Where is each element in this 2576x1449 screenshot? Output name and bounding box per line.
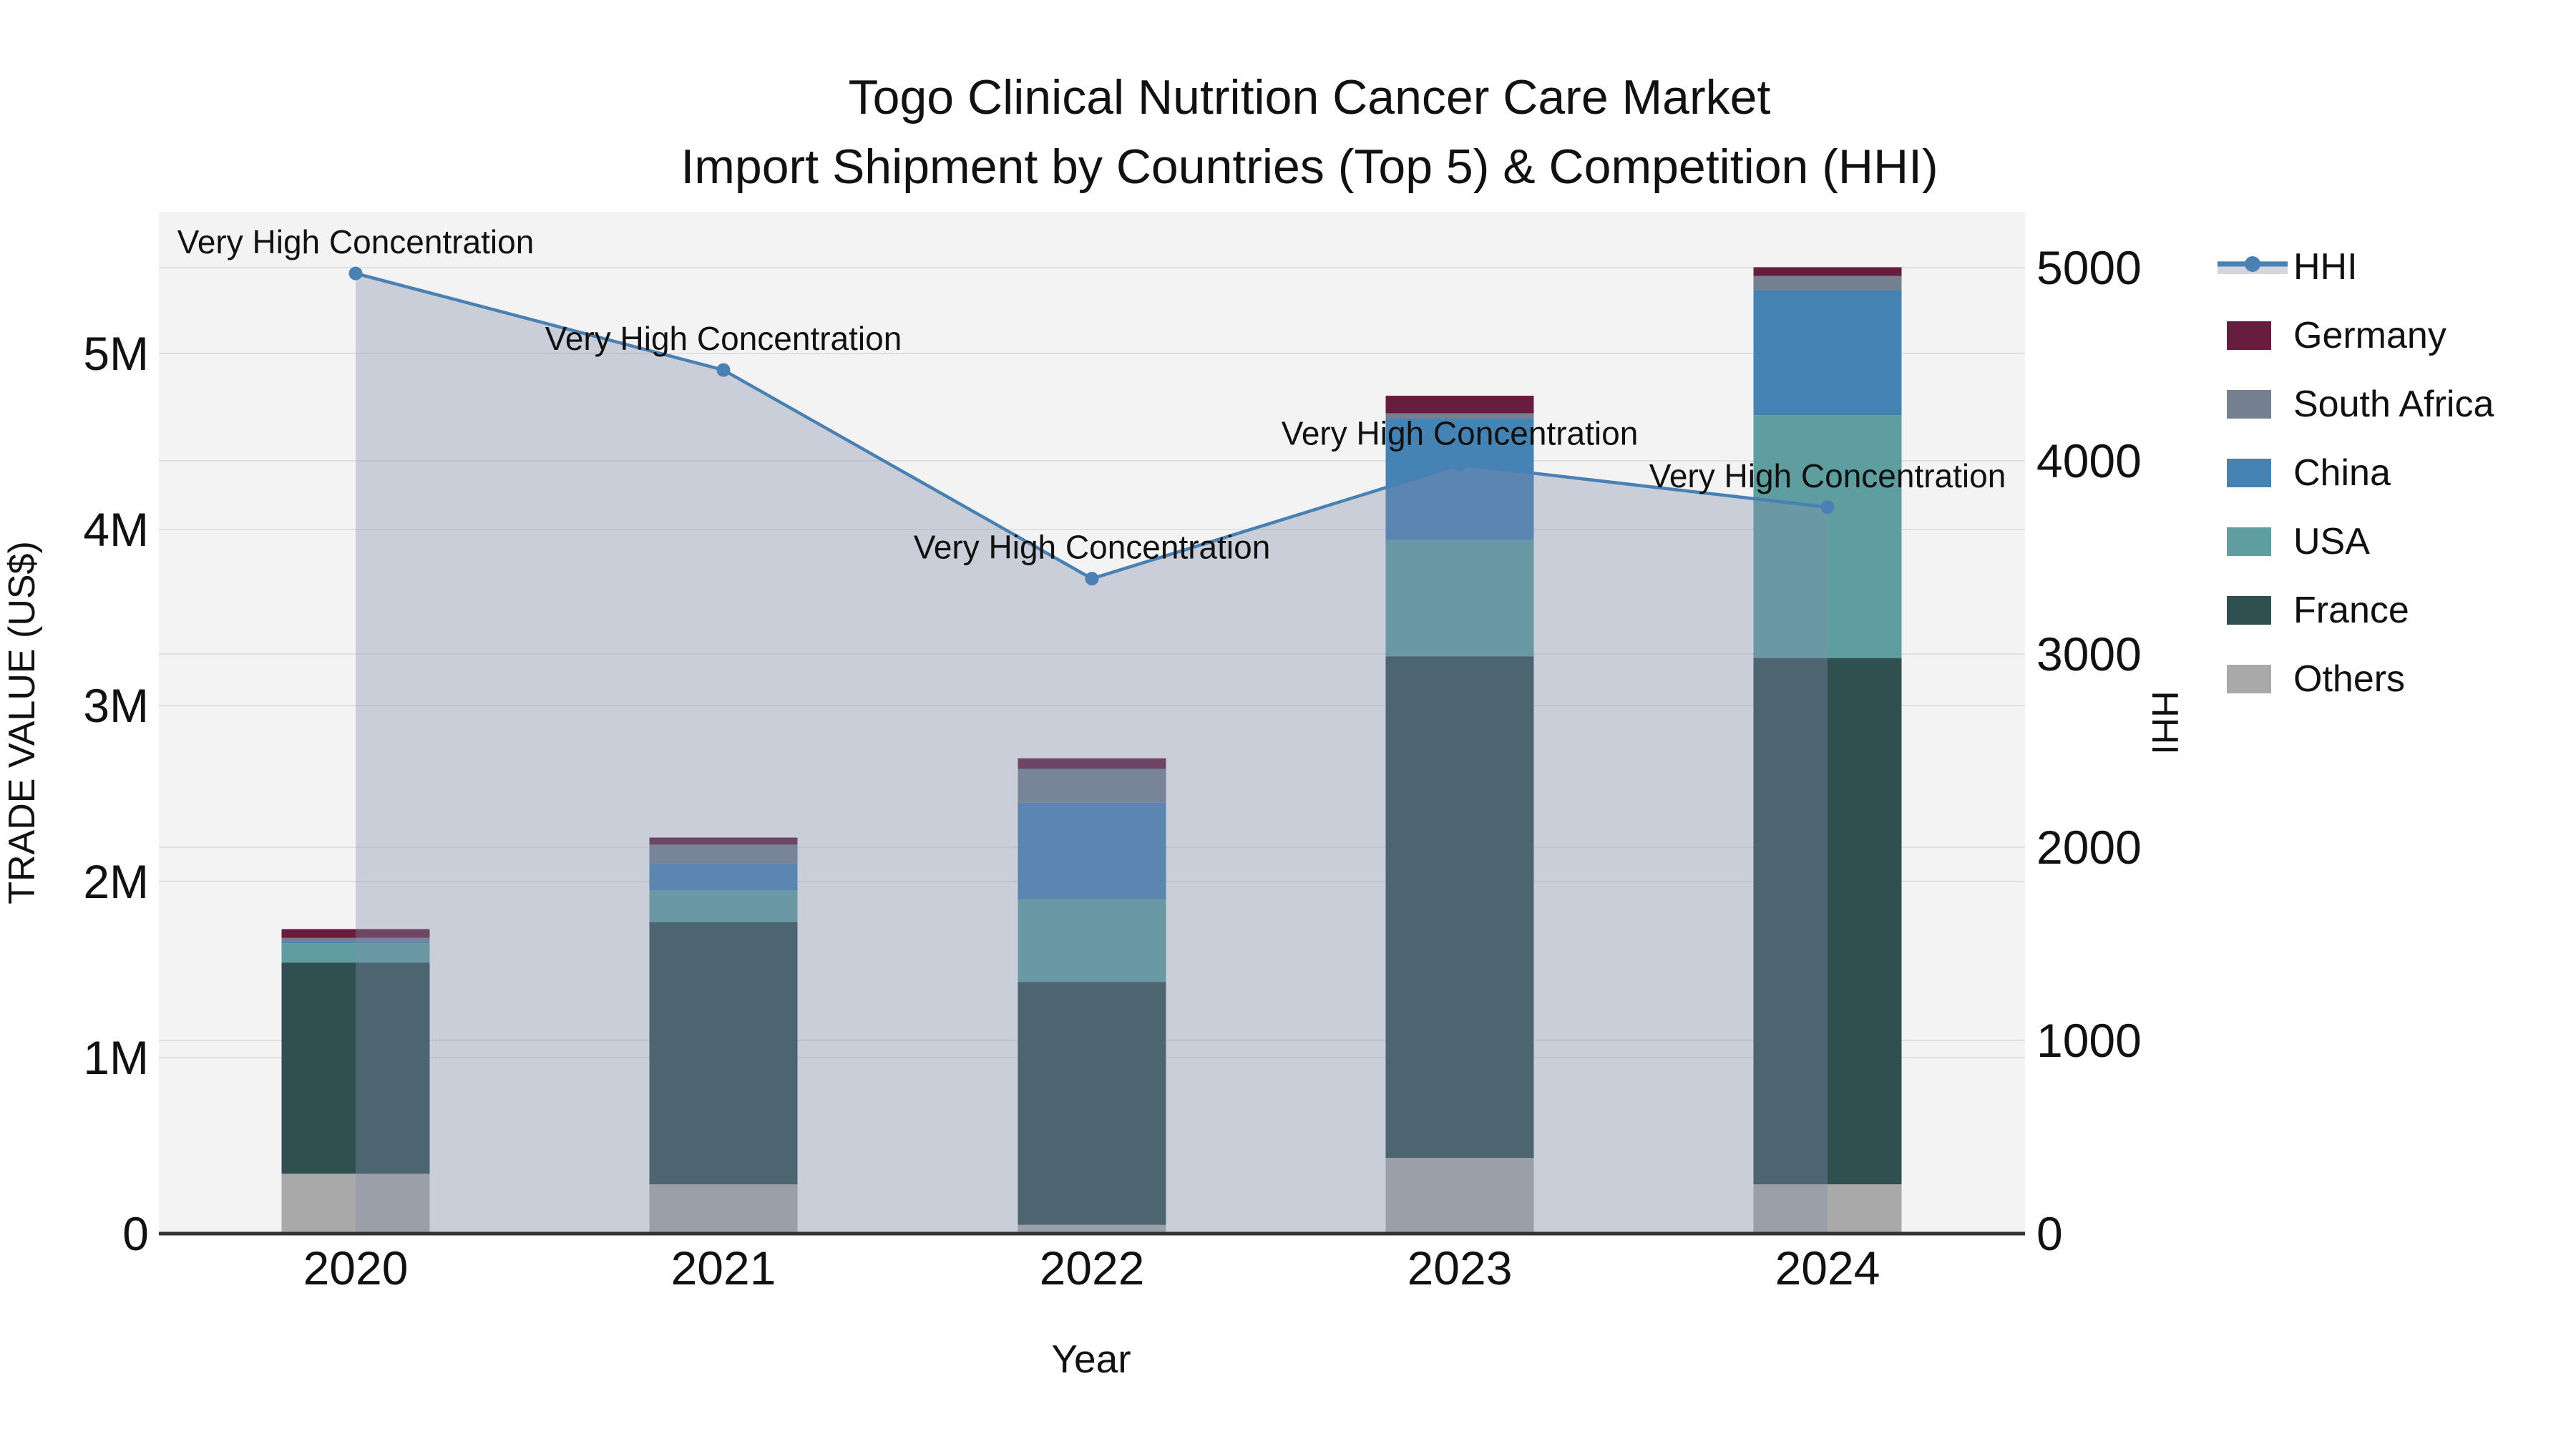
y-left-tick-3M: 3M: [83, 679, 149, 732]
y-right-tick-5000: 5000: [2036, 241, 2142, 294]
legend-item-france: France: [2215, 576, 2494, 645]
legend-item-usa: USA: [2215, 507, 2494, 576]
y-right-tick-0: 0: [2036, 1207, 2063, 1260]
hhi-marker-2022: [1085, 572, 1099, 586]
chart-title-line2: Import Shipment by Countries (Top 5) & C…: [680, 139, 1938, 194]
legend-swatch-icon: [2215, 527, 2293, 556]
bar-segment-china-2024: [1753, 290, 1902, 416]
hhi-annotation-2023: Very High Concentration: [1282, 414, 1639, 452]
legend-swatch-icon: [2215, 596, 2293, 625]
bar-segment-france-2021: [649, 922, 798, 1185]
x-axis-title: Year: [1051, 1337, 1131, 1381]
legend-item-germany: Germany: [2215, 301, 2494, 370]
y-right-tick-2000: 2000: [2036, 821, 2142, 874]
legend: HHI Germany South Africa China USA France Othe…: [2215, 233, 2494, 713]
x-tick-2022: 2022: [1040, 1241, 1145, 1294]
legend-item-hhi: HHI: [2215, 233, 2494, 301]
legend-swatch-icon: [2227, 390, 2271, 419]
bar-segment-germany-2022: [1018, 758, 1166, 769]
y-left-axis-title: TRADE VALUE (US$): [1, 541, 43, 904]
bar-segment-france-2024: [1753, 658, 1902, 1185]
legend-item-china: China: [2215, 439, 2494, 507]
bar-segment-germany-2023: [1385, 396, 1534, 414]
bar-segment-others-2024: [1753, 1184, 1902, 1234]
hhi-annotation-2021: Very High Concentration: [545, 320, 902, 357]
bar-segment-china-2022: [1018, 802, 1166, 899]
bar-segment-france-2020: [281, 962, 430, 1174]
legend-swatch-icon: [2227, 321, 2271, 350]
legend-swatch-icon: [2215, 321, 2293, 350]
bar-segment-france-2023: [1385, 656, 1534, 1158]
y-right-tick-1000: 1000: [2036, 1014, 2142, 1067]
bar-segment-usa-2020: [281, 943, 430, 963]
hhi-marker-2021: [716, 363, 731, 377]
legend-swatch-icon: [2227, 665, 2271, 693]
legend-swatch-icon: [2215, 390, 2293, 419]
bar-segment-south-africa-2024: [1753, 275, 1902, 291]
bar-segment-south-africa-2023: [1385, 413, 1534, 419]
bar-segment-usa-2022: [1018, 899, 1166, 982]
bar-segment-others-2022: [1018, 1224, 1166, 1234]
legend-swatch-icon: [2215, 459, 2293, 487]
legend-label: USA: [2293, 521, 2370, 562]
y-left-tick-4M: 4M: [83, 503, 149, 556]
hhi-annotation-2024: Very High Concentration: [1649, 457, 2006, 494]
bar-segment-others-2023: [1385, 1158, 1534, 1234]
legend-item-south-africa: South Africa: [2215, 370, 2494, 439]
x-tick-2021: 2021: [671, 1241, 776, 1294]
bar-segment-china-2020: [281, 941, 430, 944]
hhi-area-fill: [356, 273, 1828, 1234]
hhi-annotation-2020: Very High Concentration: [177, 223, 535, 260]
bar-segment-south-africa-2020: [281, 937, 430, 942]
legend-swatch-icon: [2227, 596, 2271, 625]
chart-title-line1: Togo Clinical Nutrition Cancer Care Mark…: [848, 70, 1771, 125]
legend-label: South Africa: [2293, 384, 2494, 425]
legend-label: HHI: [2293, 246, 2358, 288]
hhi-line-sample-icon: [2215, 251, 2293, 283]
y-left-tick-0: 0: [122, 1207, 149, 1260]
bar-segment-germany-2020: [281, 929, 430, 938]
legend-item-others: Others: [2215, 645, 2494, 713]
legend-swatch-icon: [2227, 527, 2271, 556]
legend-label: Others: [2293, 658, 2406, 700]
hhi-line-sample-icon: [2218, 256, 2288, 274]
chart-title: Togo Clinical Nutrition Cancer Care Mark…: [680, 63, 1938, 201]
bar-segment-china-2021: [649, 864, 798, 891]
hhi-marker-2024: [1820, 500, 1835, 514]
y-right-tick-4000: 4000: [2036, 434, 2142, 487]
legend-label: Germany: [2293, 315, 2446, 356]
legend-label: China: [2293, 452, 2391, 494]
y-left-tick-1M: 1M: [83, 1031, 149, 1084]
hhi-marker-2023: [1453, 457, 1467, 472]
y-right-tick-3000: 3000: [2036, 628, 2142, 680]
y-right-axis-title: HHI: [2144, 691, 2185, 755]
x-tick-2024: 2024: [1775, 1241, 1880, 1294]
bar-segment-usa-2024: [1753, 415, 1902, 658]
bar-segment-south-africa-2021: [649, 844, 798, 864]
legend-label: France: [2293, 590, 2409, 631]
bar-segment-germany-2024: [1753, 267, 1902, 276]
legend-swatch-icon: [2215, 665, 2293, 693]
hhi-annotation-2022: Very High Concentration: [914, 529, 1271, 566]
legend-swatch-icon: [2227, 459, 2271, 487]
x-tick-2020: 2020: [303, 1241, 409, 1294]
bar-segment-south-africa-2022: [1018, 769, 1166, 803]
bar-segment-others-2021: [649, 1184, 798, 1234]
x-tick-2023: 2023: [1407, 1241, 1513, 1294]
y-left-tick-2M: 2M: [83, 855, 149, 908]
bar-segment-france-2022: [1018, 982, 1166, 1225]
y-left-tick-5M: 5M: [83, 327, 149, 380]
bar-segment-usa-2023: [1385, 540, 1534, 657]
bar-segment-usa-2021: [649, 890, 798, 922]
bar-segment-others-2020: [281, 1174, 430, 1234]
hhi-marker-2020: [348, 266, 363, 280]
bar-segment-germany-2021: [649, 837, 798, 845]
